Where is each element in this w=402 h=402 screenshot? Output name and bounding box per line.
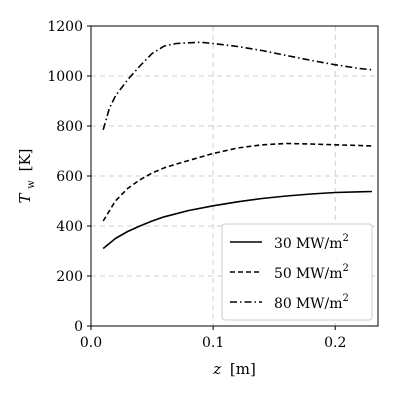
- axis-ticks: 0.0 0.1 0.2 0 200 400 600 800 1000 1200: [47, 19, 346, 351]
- y-axis-subscript: w: [26, 180, 37, 189]
- series-lines: [102, 41, 372, 250]
- y-tick-label: 600: [56, 169, 83, 185]
- y-tick-label: 1200: [47, 19, 83, 35]
- x-tick-label: 0.0: [80, 335, 102, 351]
- y-tick-label: 400: [56, 219, 83, 235]
- x-axis-label: z [m]: [212, 360, 256, 378]
- x-axis-unit: [m]: [230, 360, 256, 378]
- x-axis-variable: z: [212, 360, 221, 378]
- y-tick-label: 0: [74, 319, 83, 335]
- series-line-1: [102, 190, 372, 250]
- y-tick-label: 1000: [47, 69, 83, 85]
- legend-items: 30 MW/m2 50 MW/m2 80 MW/m2: [230, 233, 349, 312]
- series-line-3: [102, 41, 372, 131]
- y-tick-label: 800: [56, 119, 83, 135]
- legend-label: 30 MW/m2: [274, 233, 349, 252]
- x-tick-label: 0.2: [324, 335, 346, 351]
- series-line-2: [102, 142, 372, 222]
- x-tick-label: 0.1: [202, 335, 224, 351]
- y-axis-unit: [K]: [16, 148, 34, 171]
- y-axis-label: T w [K]: [16, 148, 38, 203]
- y-axis-variable: T: [16, 193, 34, 204]
- legend: 30 MW/m2 50 MW/m2 80 MW/m2: [221, 223, 373, 321]
- y-tick-label: 200: [56, 269, 83, 285]
- legend-label: 80 MW/m2: [274, 293, 349, 312]
- legend-label: 50 MW/m2: [274, 263, 349, 282]
- legend-box: [221, 223, 373, 321]
